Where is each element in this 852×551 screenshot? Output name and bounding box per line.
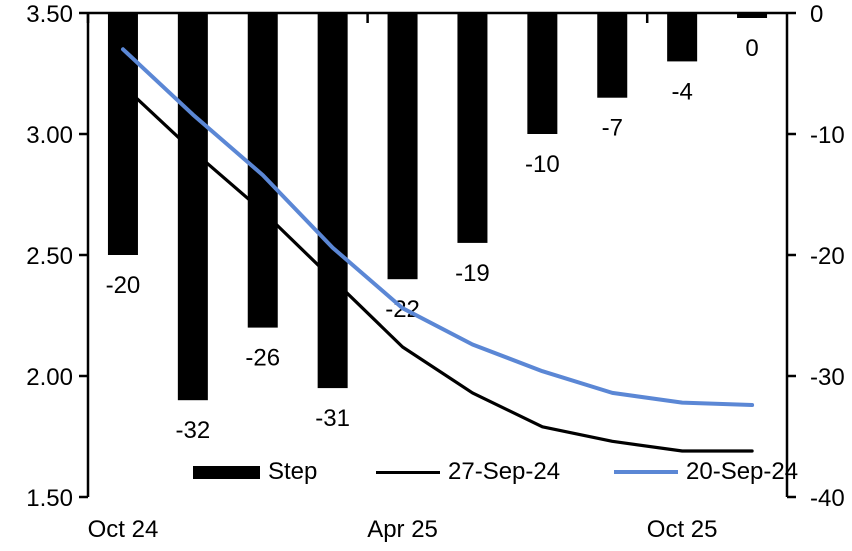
bar-value-label: -10 xyxy=(525,151,560,178)
step-bar xyxy=(107,13,138,255)
left-axis-tick-label: 1.50 xyxy=(26,485,73,512)
left-axis-tick-label: 2.50 xyxy=(26,243,73,270)
legend-item-27sep: 27-Sep-24 xyxy=(376,459,560,485)
left-axis-tick-label: 3.00 xyxy=(26,122,73,149)
bar-value-label: -31 xyxy=(315,405,350,432)
line-swatch-20sep xyxy=(614,470,678,474)
right-axis-tick-label: -20 xyxy=(810,243,845,270)
bar-value-label: -19 xyxy=(455,260,490,287)
left-axis-tick-label: 2.00 xyxy=(26,364,73,391)
left-axis-tick-label: 3.50 xyxy=(26,1,73,28)
bar-value-label: -7 xyxy=(602,115,623,142)
x-axis-label: Oct 25 xyxy=(647,516,718,543)
right-axis-tick-label: 0 xyxy=(810,1,823,28)
right-axis-tick-label: -40 xyxy=(810,485,845,512)
legend-item-20sep: 20-Sep-24 xyxy=(614,459,798,485)
bar-value-label: -26 xyxy=(245,345,280,372)
bar-value-label: -4 xyxy=(671,78,692,105)
legend-label-27sep: 27-Sep-24 xyxy=(448,458,561,485)
bar-value-label: -32 xyxy=(176,417,211,444)
right-axis-tick-label: -10 xyxy=(810,122,845,149)
step-bar xyxy=(667,13,698,62)
step-bar xyxy=(737,13,768,18)
bar-value-label: -20 xyxy=(106,272,141,299)
legend-label-20sep: 20-Sep-24 xyxy=(686,458,799,485)
bar-value-label: 0 xyxy=(745,35,758,62)
step-bar xyxy=(247,13,278,328)
step-bar xyxy=(387,13,418,280)
line-series-27-Sep-24 xyxy=(121,83,754,453)
x-axis-label: Oct 24 xyxy=(88,516,159,543)
step-bar xyxy=(317,13,348,389)
legend-item-step: Step xyxy=(193,459,317,485)
line-series-20-Sep-24 xyxy=(121,47,755,407)
step-bar xyxy=(527,13,558,134)
step-bar xyxy=(597,13,628,98)
step-bar xyxy=(457,13,488,243)
step-bar-swatch xyxy=(193,465,260,479)
legend-label-step: Step xyxy=(268,458,318,485)
step-bar xyxy=(177,13,208,401)
line-swatch-27sep xyxy=(376,470,440,474)
right-axis-tick-label: -30 xyxy=(810,364,845,391)
x-axis-label: Apr 25 xyxy=(367,516,438,543)
